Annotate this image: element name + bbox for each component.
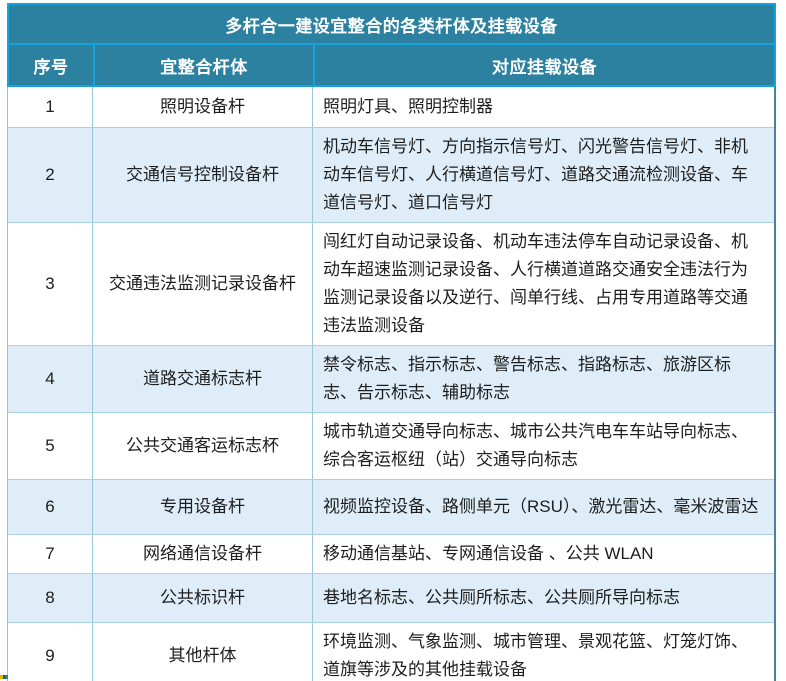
row-index: 7 xyxy=(45,544,55,563)
table-row-3: 3 交通违法监测记录设备杆 闯红灯自动记录设备、机动车违法停车自动记录设备、机动… xyxy=(8,222,774,345)
table-row-8: 8 公共标识杆 巷地名标志、公共厕所标志、公共厕所导向标志 xyxy=(8,573,774,622)
mounted-devices: 照明灯具、照明控制器 xyxy=(312,87,774,127)
row-index: 3 xyxy=(45,274,55,293)
header-col-pole-type: 宜整合杆体 xyxy=(93,45,313,85)
table-row-4: 4 道路交通标志杆 禁令标志、指示标志、警告标志、指路标志、旅游区标志、告示标志… xyxy=(8,345,774,412)
table-row-7: 7 网络通信设备杆 移动通信基站、专网通信设备 、公共 WLAN xyxy=(8,534,774,573)
table-row-6: 6 专用设备杆 视频监控设备、路侧单元（RSU）、激光雷达、毫米波雷达 xyxy=(8,479,774,534)
row-index: 9 xyxy=(45,646,55,665)
header-col-devices: 对应挂载设备 xyxy=(313,45,774,85)
table-header-row: 序号 宜整合杆体 对应挂载设备 xyxy=(7,43,776,87)
pole-type: 网络通信设备杆 xyxy=(92,535,312,573)
mounted-devices: 机动车信号灯、方向指示信号灯、闪光警告信号灯、非机动车信号灯、人行横道信号灯、道… xyxy=(312,128,774,222)
pole-type: 交通违法监测记录设备杆 xyxy=(92,223,312,345)
screenshot-artifact xyxy=(0,675,8,679)
row-index: 4 xyxy=(45,369,55,388)
mounted-devices: 禁令标志、指示标志、警告标志、指路标志、旅游区标志、告示标志、辅助标志 xyxy=(312,346,774,412)
pole-type: 照明设备杆 xyxy=(92,87,312,127)
pole-type: 交通信号控制设备杆 xyxy=(92,128,312,222)
table-body: 1 照明设备杆 照明灯具、照明控制器 2 交通信号控制设备杆 机动车信号灯、方向… xyxy=(7,87,776,681)
mounted-devices: 移动通信基站、专网通信设备 、公共 WLAN xyxy=(312,535,774,573)
table-row-5: 5 公共交通客运标志杯 城市轨道交通导向标志、城市公共汽电车车站导向标志、综合客… xyxy=(8,412,774,479)
row-index: 6 xyxy=(45,497,55,516)
mounted-devices: 环境监测、气象监测、城市管理、景观花篮、灯笼灯饰、道旗等涉及的其他挂载设备 xyxy=(312,623,774,681)
pole-type: 道路交通标志杆 xyxy=(92,346,312,412)
table-title: 多杆合一建设宜整合的各类杆体及挂载设备 xyxy=(7,3,776,43)
table-row-2: 2 交通信号控制设备杆 机动车信号灯、方向指示信号灯、闪光警告信号灯、非机动车信… xyxy=(8,127,774,222)
header-col-index: 序号 xyxy=(33,57,69,77)
pole-type: 公共标识杆 xyxy=(92,574,312,622)
row-index: 2 xyxy=(45,165,55,184)
row-index: 5 xyxy=(45,436,55,455)
pole-type: 公共交通客运标志杯 xyxy=(92,413,312,479)
pole-integration-table: 多杆合一建设宜整合的各类杆体及挂载设备 序号 宜整合杆体 对应挂载设备 1 照明… xyxy=(7,3,776,681)
table-row-9: 9 其他杆体 环境监测、气象监测、城市管理、景观花篮、灯笼灯饰、道旗等涉及的其他… xyxy=(8,622,774,681)
pole-type: 专用设备杆 xyxy=(92,480,312,534)
row-index: 1 xyxy=(45,97,55,116)
mounted-devices: 视频监控设备、路侧单元（RSU）、激光雷达、毫米波雷达 xyxy=(312,480,774,534)
row-index: 8 xyxy=(45,588,55,607)
table-row-1: 1 照明设备杆 照明灯具、照明控制器 xyxy=(8,87,774,127)
pole-type: 其他杆体 xyxy=(92,623,312,681)
mounted-devices: 城市轨道交通导向标志、城市公共汽电车车站导向标志、综合客运枢纽（站）交通导向标志 xyxy=(312,413,774,479)
mounted-devices: 巷地名标志、公共厕所标志、公共厕所导向标志 xyxy=(312,574,774,622)
mounted-devices: 闯红灯自动记录设备、机动车违法停车自动记录设备、机动车超速监测记录设备、人行横道… xyxy=(312,223,774,345)
